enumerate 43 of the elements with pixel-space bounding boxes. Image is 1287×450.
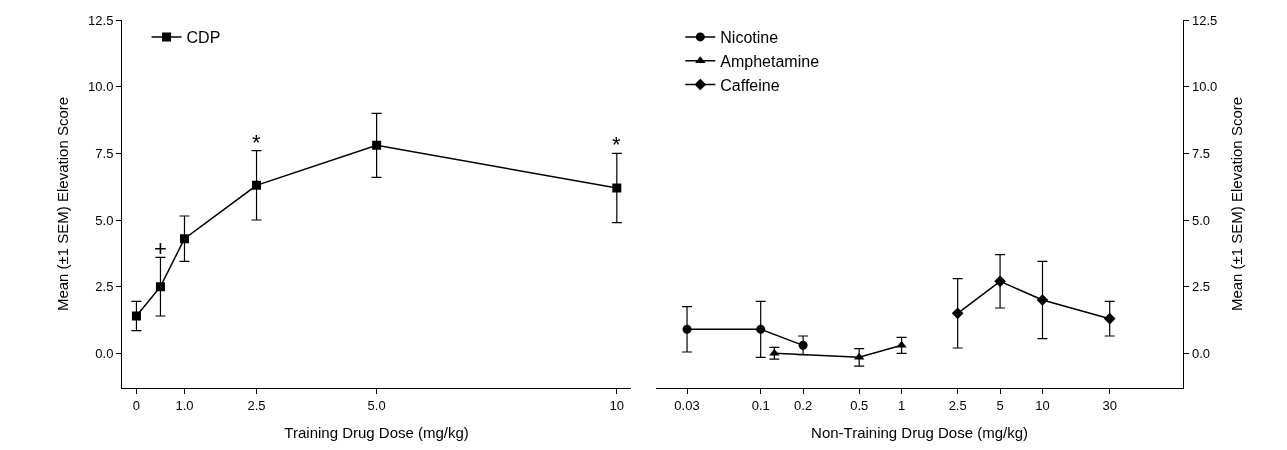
y-tick-label: 10.0 bbox=[88, 79, 114, 95]
x-tick-label: 30 bbox=[1102, 397, 1117, 413]
point bbox=[252, 180, 262, 190]
x-tick-label: 0.1 bbox=[751, 397, 770, 413]
x-axis-title: Training Drug Dose (mg/kg) bbox=[284, 423, 469, 441]
y-tick-label: 5.0 bbox=[95, 212, 114, 228]
y-tick-label: 7.5 bbox=[95, 145, 114, 161]
x-tick-label: 0 bbox=[132, 397, 141, 413]
x-tick-label: 10 bbox=[1035, 397, 1050, 413]
x-tick-label: 0.03 bbox=[674, 397, 700, 413]
y-tick-label: 12.5 bbox=[88, 12, 114, 28]
y-tick-label: 2.5 bbox=[95, 279, 114, 295]
legend-label: CDP bbox=[186, 29, 221, 47]
x-tick-label: 2.5 bbox=[948, 397, 967, 413]
x-tick-label: 0.2 bbox=[794, 397, 813, 413]
point bbox=[179, 234, 189, 244]
y2-tick-label: 7.5 bbox=[1191, 145, 1211, 161]
y2-axis-title: Mean (±1 SEM) Elevation Score bbox=[1228, 96, 1246, 312]
y2-tick-label: 2.5 bbox=[1191, 279, 1211, 295]
legend-label: Nicotine bbox=[720, 29, 779, 47]
y2-tick-label: 5.0 bbox=[1191, 212, 1211, 228]
x-tick-label: 1.0 bbox=[175, 397, 194, 413]
y2-tick-label: 10.0 bbox=[1191, 79, 1218, 95]
point bbox=[155, 282, 165, 292]
x-tick-label: 1 bbox=[897, 397, 906, 413]
x-axis-title: Non-Training Drug Dose (mg/kg) bbox=[811, 423, 1029, 441]
legend-label: Amphetamine bbox=[720, 52, 820, 70]
point bbox=[612, 183, 622, 193]
annotation: * bbox=[252, 130, 261, 155]
y-tick-label: 0.0 bbox=[95, 345, 114, 361]
legend-label: Caffeine bbox=[720, 76, 780, 94]
x-tick-label: 0.5 bbox=[850, 397, 869, 413]
x-tick-label: 5.0 bbox=[367, 397, 386, 413]
y2-tick-label: 0.0 bbox=[1191, 345, 1211, 361]
point bbox=[372, 140, 382, 150]
x-tick-label: 2.5 bbox=[247, 397, 266, 413]
x-tick-label: 10 bbox=[609, 397, 625, 413]
annotation: + bbox=[154, 236, 167, 261]
y-axis-title: Mean (±1 SEM) Elevation Score bbox=[54, 96, 72, 312]
x-tick-label: 5 bbox=[996, 397, 1004, 413]
y2-tick-label: 12.5 bbox=[1191, 12, 1218, 28]
annotation: * bbox=[612, 132, 621, 157]
point bbox=[131, 311, 141, 321]
